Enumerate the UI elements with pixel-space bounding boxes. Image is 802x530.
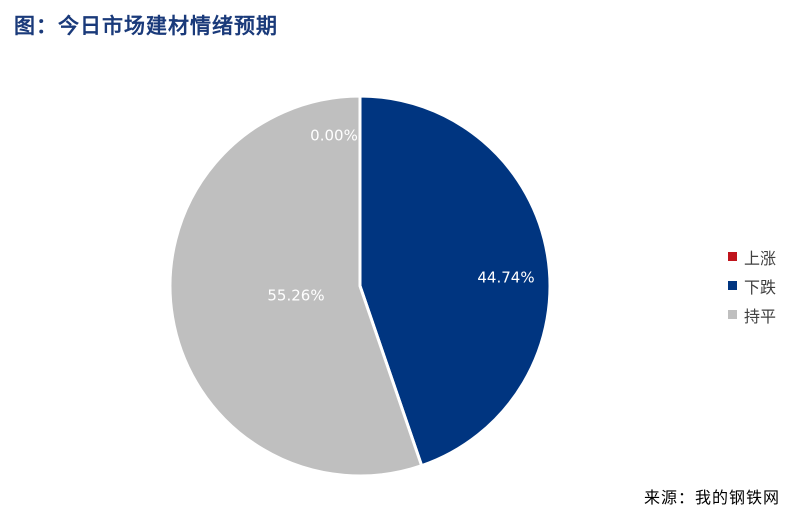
legend-swatch-2 xyxy=(728,310,737,319)
pie-slice-2 xyxy=(168,94,424,478)
legend-item-1: 下跌 xyxy=(728,271,776,300)
legend-swatch-0 xyxy=(728,252,737,261)
legend-label-2: 持平 xyxy=(744,306,777,326)
pie-slice-1 xyxy=(358,94,552,468)
slice-label-0: 0.00% xyxy=(310,127,358,145)
legend-item-0: 上涨 xyxy=(728,242,776,271)
slice-label-1: 44.74% xyxy=(477,269,534,287)
legend-label-1: 下跌 xyxy=(744,277,777,297)
slice-label-2: 55.26% xyxy=(267,287,324,305)
legend: 上涨 下跌 持平 xyxy=(728,242,776,329)
legend-swatch-1 xyxy=(728,281,737,290)
source-note: 来源：我的钢铁网 xyxy=(643,488,780,507)
legend-item-2: 持平 xyxy=(728,300,776,329)
chart-title: 图：今日市场建材情绪预期 xyxy=(14,13,278,38)
legend-label-0: 上涨 xyxy=(744,248,777,268)
